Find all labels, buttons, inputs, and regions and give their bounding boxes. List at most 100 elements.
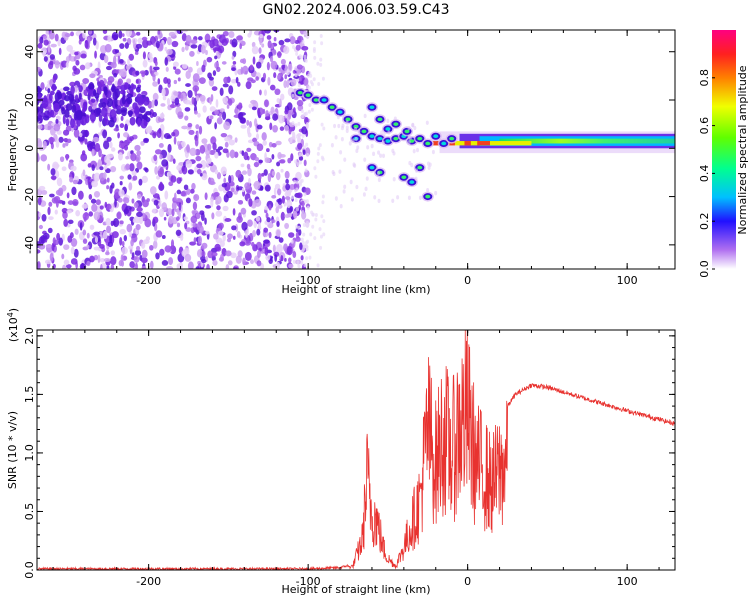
- spectrogram-arc-core: [305, 93, 311, 97]
- spectrogram-noise-cell: [47, 125, 51, 131]
- spectrogram-noise-cell: [212, 259, 218, 266]
- spectrogram-noise-cell: [166, 152, 171, 162]
- spectrogram-noise-cell: [294, 159, 298, 164]
- spectrogram-noise-cell: [97, 254, 101, 264]
- spectrogram-band-cell: [71, 104, 77, 113]
- spectrogram-noise-cell: [218, 45, 225, 54]
- spectrogram-noise-cell: [232, 235, 236, 240]
- spectrogram-noise-cell: [168, 257, 174, 266]
- spectrogram-noise-cell: [91, 148, 95, 157]
- spectrogram-y-label: Frequency (Hz): [6, 109, 19, 192]
- spectrogram-noise-cell: [191, 96, 195, 105]
- spectrogram-noise-cell: [272, 125, 278, 133]
- spectrogram-noise-cell: [231, 225, 237, 231]
- spectrogram-noise-cell: [167, 171, 172, 177]
- spectrogram-noise-cell: [222, 30, 229, 37]
- spectrogram-noise-cell: [289, 36, 296, 45]
- spectrogram-noise-cell: [288, 127, 292, 135]
- spectrogram-noise-cell: [222, 148, 229, 154]
- spectrogram-noise-cell: [208, 181, 216, 186]
- spectrogram-noise-cell: [38, 212, 42, 218]
- spectrogram-band-cell: [143, 96, 150, 106]
- spectrogram-noise-cell: [187, 89, 193, 99]
- spectrogram-noise-cell: [82, 169, 86, 177]
- spectrogram-noise-cell: [320, 122, 324, 127]
- spectrogram-noise-cell: [258, 47, 262, 54]
- spectrogram-arc-core: [449, 136, 455, 141]
- spectrogram-noise-cell: [294, 73, 298, 78]
- spectrogram-noise-cell: [174, 68, 181, 75]
- spectrogram-noise-cell: [75, 210, 81, 217]
- spectrogram-noise-cell: [80, 153, 88, 162]
- spectrogram-noise-cell: [136, 31, 141, 36]
- spectrogram-noise-cell: [132, 38, 136, 48]
- spectrogram-noise-cell: [37, 140, 43, 148]
- spectrogram-noise-cell: [152, 81, 158, 87]
- spectrogram-noise-cell: [224, 136, 231, 142]
- spectrogram-band-cell: [110, 85, 117, 93]
- spectrogram-noise-cell: [321, 157, 325, 162]
- spectrogram-noise-cell: [57, 187, 64, 197]
- spectrogram-noise-cell: [149, 260, 154, 269]
- spectrogram-noise-cell: [109, 234, 113, 244]
- spectrogram-noise-cell: [87, 163, 92, 168]
- spectrogram-noise-cell: [298, 156, 304, 161]
- spectrogram-noise-cell: [192, 201, 198, 211]
- spectrogram-noise-cell: [214, 109, 219, 116]
- spectrogram-arc-core: [377, 117, 383, 122]
- spectrogram-noise-cell: [119, 123, 125, 129]
- spectrogram-marks: [37, 30, 675, 269]
- spectrogram-noise-cell: [301, 210, 305, 215]
- spectrogram-noise-cell: [43, 39, 49, 46]
- spectrogram-noise-cell: [40, 154, 48, 162]
- spectrogram-noise-cell: [99, 166, 104, 171]
- spectrogram-plume-cell: [331, 169, 335, 175]
- spectrogram-noise-cell: [120, 254, 124, 263]
- spectrogram-plume-cell: [416, 147, 420, 153]
- spectrogram-plume-cell: [391, 198, 395, 203]
- spectrogram-noise-cell: [235, 255, 242, 264]
- spectrogram-noise-cell: [184, 99, 191, 105]
- spectrogram-band-cell: [96, 86, 102, 95]
- spectrogram-noise-cell: [290, 239, 294, 244]
- spectrogram-noise-cell: [56, 177, 63, 187]
- spectrogram-noise-cell: [252, 56, 256, 65]
- spectrogram-noise-cell: [213, 233, 219, 240]
- spectrogram-noise-cell: [322, 219, 326, 224]
- spectrogram-noise-cell: [120, 115, 124, 122]
- spectrogram-noise-cell: [228, 31, 235, 39]
- spectrogram-noise-cell: [40, 47, 47, 55]
- spectrogram-noise-cell: [210, 115, 214, 120]
- spectrogram-band-cell: [65, 103, 73, 111]
- spectrogram-noise-cell: [228, 98, 233, 106]
- spectrogram-noise-cell: [171, 208, 175, 217]
- spectrogram-noise-cell: [272, 113, 279, 121]
- spectrogram-plume-cell: [345, 128, 349, 134]
- spectrogram-noise-cell: [284, 109, 289, 115]
- spectrogram-noise-cell: [136, 161, 143, 170]
- spectrogram-plume-cell: [343, 184, 347, 190]
- spectrogram-noise-cell: [187, 122, 193, 128]
- spectrogram-noise-cell: [117, 132, 120, 139]
- spectrogram-band-cell: [108, 119, 115, 128]
- spectrogram-noise-cell: [183, 216, 188, 221]
- spectrogram-arc-core: [401, 175, 407, 180]
- snr-y-label: SNR (10 * v/v): [6, 411, 19, 489]
- spectrogram-noise-cell: [322, 126, 326, 131]
- spectrogram-noise-cell: [222, 233, 226, 242]
- spectrogram-noise-cell: [171, 201, 177, 211]
- spectrogram-noise-cell: [173, 192, 177, 202]
- spectrogram-noise-cell: [159, 154, 163, 160]
- spectrogram-noise-cell: [196, 163, 203, 169]
- spectrogram-noise-cell: [254, 157, 260, 162]
- spectrogram-plume-cell: [355, 148, 359, 154]
- spectrogram-noise-cell: [37, 152, 40, 162]
- spectrogram-band-cell: [37, 117, 41, 122]
- spectrogram-noise-cell: [164, 190, 169, 200]
- spectrogram-noise-cell: [123, 197, 130, 204]
- spectrogram-noise-cell: [260, 186, 264, 191]
- spectrogram-noise-cell: [319, 245, 323, 250]
- colorbar-tick-label: 0.0: [698, 260, 711, 278]
- spectrogram-band-cell: [47, 88, 51, 94]
